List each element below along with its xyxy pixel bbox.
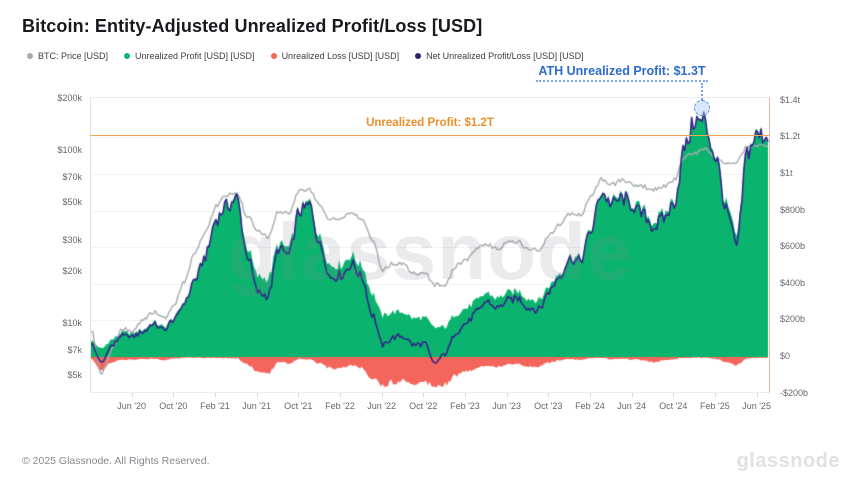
left-axis-tick-label: $30k bbox=[62, 235, 82, 246]
x-axis-tick-label: Oct '23 bbox=[534, 401, 563, 411]
chart-canvas[interactable] bbox=[91, 98, 771, 394]
legend-item-2[interactable]: Unrealized Loss [USD] [USD] bbox=[270, 51, 400, 61]
x-axis-tick-mark bbox=[173, 393, 175, 397]
x-axis-tick-mark bbox=[673, 393, 675, 397]
x-axis-tick-label: Oct '21 bbox=[284, 401, 313, 411]
legend-item-label: Net Unrealized Profit/Loss [USD] [USD] bbox=[426, 51, 584, 61]
x-axis-tick-mark bbox=[548, 393, 550, 397]
left-axis-tick-label: $50k bbox=[62, 197, 82, 208]
chart-legend: BTC: Price [USD] Unrealized Profit [USD] … bbox=[27, 51, 584, 61]
left-axis-tick-label: $20k bbox=[62, 265, 82, 276]
unrealized-profit-threshold-line bbox=[90, 135, 770, 136]
x-axis-tick-label: Feb '25 bbox=[700, 401, 730, 411]
glassnode-brand-logo: glassnode bbox=[736, 450, 840, 472]
x-axis-tick-label: Jun '22 bbox=[367, 401, 396, 411]
x-axis-tick-mark bbox=[714, 393, 716, 397]
legend-dot-icon bbox=[415, 53, 422, 59]
x-axis-tick-label: Jun '24 bbox=[617, 401, 646, 411]
right-axis-tick-label: $1.4t bbox=[780, 94, 801, 105]
left-axis-tick-label: $100k bbox=[57, 145, 82, 155]
x-axis-tick-label: Oct '20 bbox=[159, 401, 188, 411]
left-axis-tick-label: $5k bbox=[67, 370, 82, 381]
x-axis-tick-mark bbox=[339, 393, 341, 397]
left-axis-tick-label: $7k bbox=[67, 344, 82, 355]
ath-annotation-circle-marker bbox=[694, 100, 710, 116]
left-axis-tick-label: $200k bbox=[57, 92, 82, 103]
legend-item-3[interactable]: Net Unrealized Profit/Loss [USD] [USD] bbox=[415, 51, 584, 61]
x-axis-tick-mark bbox=[298, 393, 300, 397]
x-axis-tick-mark bbox=[381, 393, 383, 397]
x-axis-tick-label: Jun '25 bbox=[742, 401, 771, 411]
x-axis-tick-mark bbox=[756, 393, 758, 397]
legend-dot-icon bbox=[124, 53, 131, 59]
legend-item-1[interactable]: Unrealized Profit [USD] [USD] bbox=[124, 51, 255, 61]
right-axis-tick-label: $400b bbox=[780, 277, 806, 288]
x-axis-tick-mark bbox=[214, 393, 216, 397]
right-axis-tick-label: $200b bbox=[780, 314, 806, 325]
right-axis-tick-label: $0 bbox=[780, 351, 791, 361]
x-axis-tick-mark bbox=[589, 393, 591, 397]
left-axis-tick-label: $70k bbox=[62, 171, 82, 182]
unrealized-profit-threshold-label: Unrealized Profit: $1.2T bbox=[366, 117, 494, 129]
x-axis-tick-label: Feb '23 bbox=[450, 401, 480, 411]
left-axis-tick-label: $10k bbox=[62, 318, 82, 328]
x-axis-tick-label: Oct '24 bbox=[659, 401, 688, 411]
copyright-text: © 2025 Glassnode. All Rights Reserved. bbox=[22, 455, 210, 467]
legend-dot-icon bbox=[270, 53, 277, 59]
right-axis-tick-label: $1t bbox=[780, 167, 793, 178]
x-axis-tick-mark bbox=[464, 393, 466, 397]
plot-area bbox=[90, 97, 771, 394]
ath-annotation-label: ATH Unrealized Profit: $1.3T bbox=[536, 64, 708, 82]
x-axis-tick-label: Oct '22 bbox=[409, 401, 438, 411]
right-axis-tick-label: $800b bbox=[780, 204, 806, 215]
legend-item-label: BTC: Price [USD] bbox=[38, 51, 109, 61]
right-axis-tick-label: $600b bbox=[780, 241, 806, 252]
x-axis-tick-mark bbox=[256, 393, 258, 397]
right-axis-tick-label: -$200b bbox=[780, 387, 809, 398]
x-axis-tick-label: Jun '20 bbox=[117, 401, 147, 411]
x-axis-tick-label: Feb '21 bbox=[200, 401, 230, 411]
x-axis-tick-mark bbox=[423, 393, 425, 397]
x-axis-tick-label: Feb '22 bbox=[325, 401, 355, 411]
legend-item-0[interactable]: BTC: Price [USD] bbox=[27, 51, 108, 61]
legend-item-label: Unrealized Profit [USD] [USD] bbox=[135, 51, 255, 61]
right-axis-tick-label: $1.2t bbox=[780, 131, 801, 142]
x-axis-tick-label: Feb '24 bbox=[575, 401, 605, 411]
x-axis-tick-label: Jun '21 bbox=[242, 401, 272, 411]
x-axis-tick-mark bbox=[131, 393, 133, 397]
legend-dot-icon bbox=[27, 53, 33, 59]
x-axis-tick-label: Jun '23 bbox=[492, 401, 521, 411]
x-axis-tick-mark bbox=[631, 393, 633, 397]
x-axis-tick-mark bbox=[506, 393, 508, 397]
ath-annotation-connector bbox=[701, 83, 703, 100]
legend-item-label: Unrealized Loss [USD] [USD] bbox=[281, 51, 400, 61]
page-title: Bitcoin: Entity-Adjusted Unrealized Prof… bbox=[22, 16, 483, 36]
